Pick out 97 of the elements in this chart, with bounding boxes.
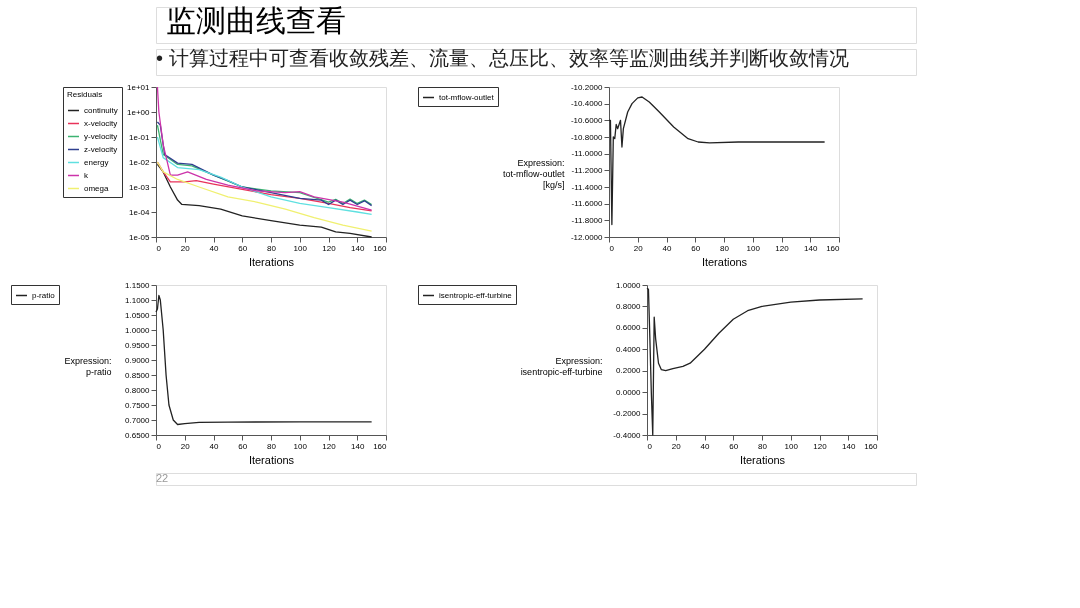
y-tick-label: 0.7000 (125, 415, 151, 425)
x-tick-label: 60 (729, 441, 739, 451)
x-tick-label: 0 (647, 441, 653, 451)
legend-label: tot-mflow-outlet (439, 92, 495, 102)
x-tick-label: 40 (209, 441, 219, 451)
x-tick-label: 60 (238, 243, 248, 253)
x-tick-label: 140 (804, 243, 818, 253)
line-series (608, 96, 826, 226)
x-tick-label: 120 (322, 243, 337, 253)
x-tick-label: 160 (373, 243, 388, 253)
x-tick-label: 140 (842, 441, 856, 451)
y-tick-label: 0.6500 (125, 430, 151, 440)
y-tick-label: -10.8000 (570, 132, 604, 142)
y-tick-label: 1e-04 (129, 207, 151, 217)
y-tick-label: -10.2000 (570, 82, 604, 92)
x-tick-label: 140 (351, 243, 365, 253)
y-tick-label: 1.1500 (125, 280, 151, 290)
text: 22 (156, 472, 169, 484)
x-tick-label: 20 (180, 441, 191, 451)
y-tick-label: 1e-03 (129, 182, 151, 192)
line-series (155, 294, 373, 426)
legend-label: p-ratio (32, 290, 56, 300)
x-tick-label: 100 (746, 243, 761, 253)
x-axis-title: Iterations (248, 255, 295, 268)
x-tick-label: 100 (784, 441, 799, 451)
y-tick-label: -10.4000 (570, 99, 604, 109)
x-tick-label: 120 (813, 441, 828, 451)
x-tick-label: 20 (633, 243, 644, 253)
x-tick-label: 60 (691, 243, 701, 253)
x-tick-label: 80 (267, 243, 277, 253)
x-tick-label: 80 (720, 243, 730, 253)
y-tick-label: -11.4000 (571, 182, 604, 192)
x-tick-label: 20 (671, 441, 682, 451)
y-tick-label: 0.9500 (125, 340, 151, 350)
y-tick-label: -10.6000 (570, 115, 604, 125)
y-tick-label: 0.2000 (616, 366, 642, 376)
y-tick-label: -11.8000 (571, 215, 604, 225)
y-tick-label: 1e-05 (129, 232, 151, 242)
y-tick-label: 0.0000 (616, 387, 642, 397)
text: • 计算过程中可查看收敛残差、流量、总压比、效率等监测曲线并判断收敛情况 (156, 47, 849, 69)
x-tick-label: 120 (775, 243, 790, 253)
line-series (156, 86, 373, 211)
y-axis-title: Expression: isentropic-eff-turbine (520, 355, 603, 377)
x-tick-label: 80 (758, 441, 768, 451)
y-tick-label: 0.6000 (616, 323, 642, 333)
legend-label: y-velocity (84, 131, 118, 141)
x-tick-label: 160 (373, 441, 388, 451)
x-tick-label: 80 (267, 441, 277, 451)
y-tick-label: 0.7500 (125, 400, 151, 410)
y-tick-label: -0.2000 (613, 409, 642, 419)
legend-title: Residuals (67, 90, 103, 99)
x-tick-label: 60 (238, 441, 248, 451)
legend-label: energy (84, 157, 109, 167)
y-tick-label: 1.0500 (125, 310, 151, 320)
y-tick-label: 0.4000 (616, 344, 642, 354)
legend-label: z-velocity (84, 144, 118, 154)
y-axis-title: Expression: p-ratio (64, 355, 112, 377)
y-tick-label: 0.8000 (616, 301, 642, 311)
x-axis-title: Iterations (739, 453, 786, 466)
legend-label: k (84, 170, 89, 180)
y-axis-title: Expression: tot-mflow-outlet [kg/s] (502, 157, 565, 190)
y-tick-label: -0.4000 (613, 430, 642, 440)
line-series (156, 136, 373, 216)
x-tick-label: 0 (609, 243, 615, 253)
legend-label: isentropic-eff-turbine (439, 290, 513, 300)
x-tick-label: 40 (662, 243, 672, 253)
x-tick-label: 20 (180, 243, 191, 253)
x-tick-label: 100 (293, 243, 308, 253)
x-tick-label: 40 (209, 243, 219, 253)
x-tick-label: 0 (156, 243, 162, 253)
x-axis-title: Iterations (248, 453, 295, 466)
y-tick-label: 1.1000 (125, 295, 151, 305)
y-tick-label: 0.9000 (125, 355, 151, 365)
x-tick-label: 120 (322, 441, 337, 451)
legend-label: x-velocity (84, 118, 118, 128)
y-tick-label: -12.0000 (570, 232, 604, 242)
y-tick-label: 1e+01 (127, 82, 151, 92)
y-tick-label: 1.0000 (125, 325, 151, 335)
y-tick-label: -11.6000 (571, 199, 604, 209)
y-tick-label: 1e-02 (129, 157, 151, 167)
legend-label: continuity (84, 105, 118, 115)
x-tick-label: 140 (351, 441, 365, 451)
legend-label: omega (84, 183, 110, 193)
text: 监测曲线查看 (166, 4, 346, 37)
y-tick-label: 1e+00 (127, 107, 151, 117)
y-tick-label: 0.8000 (125, 385, 151, 395)
x-tick-label: 0 (156, 441, 162, 451)
x-tick-label: 160 (864, 441, 879, 451)
x-tick-label: 40 (700, 441, 710, 451)
y-tick-label: -11.0000 (571, 149, 604, 159)
y-tick-label: 1.0000 (616, 280, 642, 290)
y-tick-label: 0.8500 (125, 370, 151, 380)
x-tick-label: 160 (826, 243, 841, 253)
y-tick-label: -11.2000 (571, 165, 604, 175)
x-axis-title: Iterations (701, 255, 748, 268)
y-tick-label: 1e-01 (129, 132, 151, 142)
x-tick-label: 100 (293, 441, 308, 451)
